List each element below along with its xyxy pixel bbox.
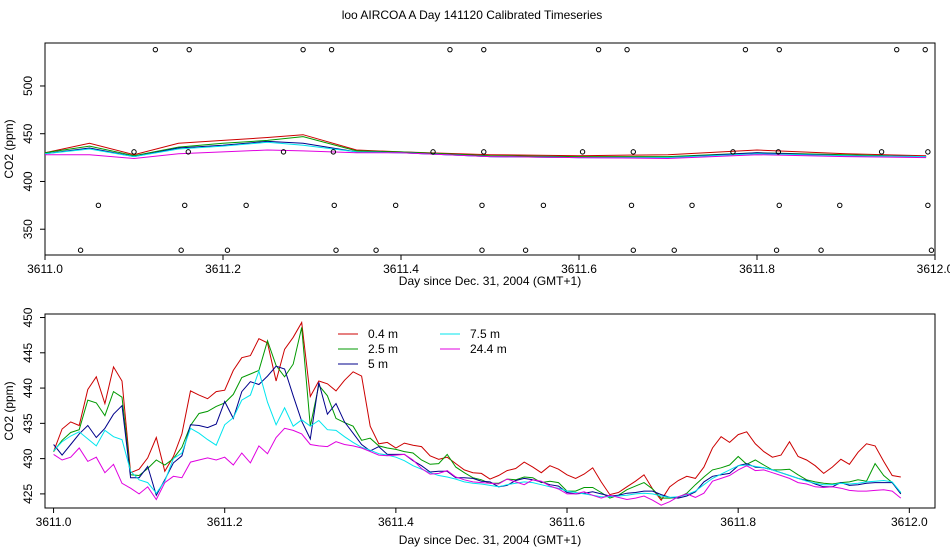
data-point-marker: [579, 149, 586, 155]
data-point-marker: [671, 247, 677, 253]
x-tick-label: 3611.8: [720, 515, 756, 529]
x-tick-label: 3611.0: [27, 262, 63, 276]
data-point-marker: [775, 149, 782, 155]
data-point-marker: [280, 149, 287, 155]
data-point-marker: [540, 202, 547, 209]
legend-label: 5 m: [368, 357, 388, 371]
data-point-marker: [776, 46, 782, 53]
y-tick-label: 450: [21, 307, 35, 327]
series-line-0-4-m: [45, 134, 927, 157]
x-axis-label: Day since Dec. 31, 2004 (GMT+1): [399, 274, 581, 288]
data-point-marker: [595, 46, 602, 53]
y-tick-label: 400: [21, 171, 35, 191]
data-point-marker: [243, 202, 249, 209]
y-tick-label: 430: [21, 448, 35, 468]
data-point-marker: [628, 202, 635, 209]
x-tick-label: 3611.6: [561, 262, 597, 276]
x-tick-label: 3611.4: [378, 515, 414, 529]
legend-label: 7.5 m: [470, 327, 500, 341]
figure-title: loo AIRCOA A Day 141120 Calibrated Times…: [342, 8, 603, 22]
data-point-marker: [333, 247, 339, 253]
y-axis-label: CO2 (ppm): [2, 381, 16, 440]
series-line-24-4-m: [45, 149, 927, 160]
data-point-marker: [689, 202, 695, 209]
legend-label: 2.5 m: [368, 342, 398, 356]
x-tick-label: 3611.4: [383, 262, 419, 276]
legend-label: 24.4 m: [470, 342, 507, 356]
series-line-7-5-m: [45, 141, 927, 159]
x-axis-label: Day since Dec. 31, 2004 (GMT+1): [399, 533, 581, 547]
data-point-marker: [925, 202, 931, 209]
data-point-marker: [330, 149, 337, 155]
x-tick-label: 3611.8: [739, 262, 775, 276]
plot-box: [44, 42, 936, 256]
data-point-marker: [837, 202, 843, 209]
data-point-marker: [479, 247, 485, 253]
x-tick-label: 3611.2: [207, 515, 243, 529]
data-point-marker: [481, 46, 487, 53]
data-point-marker: [185, 149, 191, 155]
data-point-marker: [630, 149, 636, 155]
y-axis-label: CO2 (ppm): [2, 119, 16, 178]
y-tick-label: 440: [21, 378, 35, 398]
data-point-marker: [730, 149, 736, 155]
bottom-panel: 3611.0 3611.2 3611.4 3611.6 3611.8 3612.0 425 4…: [2, 307, 936, 547]
plot-box: [44, 313, 936, 509]
data-point-marker: [131, 149, 137, 155]
data-point-marker: [522, 247, 529, 253]
data-point-marker: [331, 202, 337, 209]
x-tick-label: 3611.0: [36, 515, 72, 529]
data-point-marker: [624, 46, 630, 53]
x-tick-label: 3612.0: [891, 515, 928, 529]
data-point-marker: [630, 247, 636, 253]
series-line-0-4-m: [53, 320, 901, 502]
data-point-marker: [373, 247, 379, 253]
data-point-marker: [95, 202, 102, 209]
data-point-marker: [894, 46, 900, 53]
data-point-marker: [481, 149, 487, 155]
series-line-7-5-m: [53, 369, 902, 498]
y-tick-label: 450: [21, 123, 35, 143]
series-line-2-5-m: [53, 327, 902, 499]
x-tick-label: 3611.2: [205, 262, 241, 276]
y-tick-label: 350: [21, 219, 35, 239]
data-point-marker: [152, 46, 159, 53]
top-panel: 3611.0 3611.2 3611.4 3611.6 3611.8 3612.0 350 4…: [2, 42, 950, 288]
data-point-marker: [878, 149, 885, 155]
data-point-marker: [328, 46, 335, 53]
data-point-marker: [479, 202, 485, 209]
data-point-marker: [392, 202, 399, 209]
y-tick-label: 445: [21, 342, 35, 362]
data-point-marker: [224, 247, 231, 253]
data-point-marker: [922, 46, 928, 53]
series-group: [53, 320, 902, 506]
data-point-marker: [77, 247, 84, 253]
legend-label: 0.4 m: [368, 327, 398, 341]
data-point-marker: [818, 247, 824, 253]
data-point-marker: [447, 46, 453, 53]
data-point-marker: [773, 247, 780, 253]
data-point-marker: [776, 202, 782, 209]
y-tick-label: 500: [21, 76, 35, 96]
data-point-marker: [182, 202, 188, 209]
data-point-marker: [178, 247, 184, 253]
data-point-marker: [300, 46, 306, 53]
data-point-marker: [430, 149, 436, 155]
y-tick-label: 425: [21, 484, 35, 504]
series-group: [45, 134, 927, 160]
x-tick-label: 3611.6: [549, 515, 585, 529]
data-point-marker: [925, 149, 931, 155]
data-point-marker: [186, 46, 192, 53]
series-line-24-4-m: [53, 427, 902, 506]
x-tick-label: 3612.0: [917, 262, 950, 276]
y-tick-label: 435: [21, 413, 35, 433]
data-point-marker: [928, 247, 935, 253]
data-point-marker: [742, 46, 749, 53]
